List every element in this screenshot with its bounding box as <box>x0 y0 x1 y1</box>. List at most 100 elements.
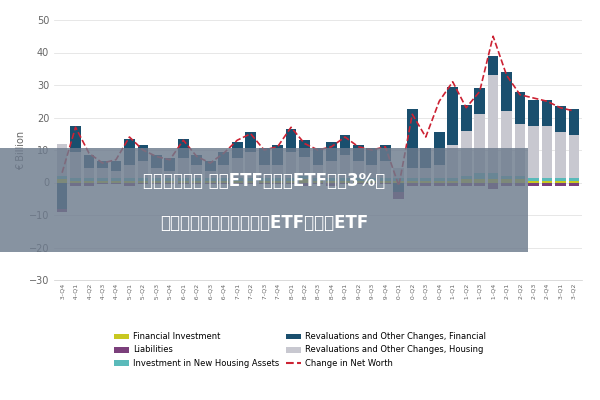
Bar <box>367 165 377 178</box>
Bar <box>326 142 337 161</box>
Bar <box>569 181 580 182</box>
Bar <box>245 178 256 181</box>
Bar <box>286 182 296 184</box>
Bar <box>245 132 256 152</box>
Bar <box>313 148 323 165</box>
Bar <box>286 152 296 178</box>
Bar <box>407 109 418 168</box>
Bar <box>232 158 242 178</box>
Bar <box>340 182 350 184</box>
Bar <box>501 176 512 179</box>
Bar <box>434 182 445 186</box>
Bar <box>313 182 323 184</box>
Bar <box>110 171 121 178</box>
Bar <box>501 179 512 182</box>
Bar <box>259 182 269 184</box>
Bar <box>501 111 512 176</box>
Bar <box>299 176 310 179</box>
Bar <box>178 178 188 181</box>
Bar <box>488 75 499 173</box>
Bar <box>164 171 175 178</box>
Bar <box>137 181 148 182</box>
Bar <box>353 178 364 181</box>
Bar <box>542 182 553 186</box>
Text: 崇左股票配资 游戏ETF、游戏ETF涨超3%，: 崇左股票配资 游戏ETF、游戏ETF涨超3%， <box>143 172 385 190</box>
Bar <box>501 72 512 111</box>
Bar <box>151 181 162 182</box>
Bar <box>448 181 458 182</box>
Bar <box>515 179 526 182</box>
Bar <box>434 132 445 165</box>
Bar <box>178 139 188 158</box>
Bar <box>407 182 418 186</box>
Bar <box>56 182 67 208</box>
Bar <box>205 171 215 178</box>
Bar <box>555 182 566 186</box>
Bar <box>205 182 215 184</box>
Bar <box>137 182 148 184</box>
Bar <box>474 173 485 179</box>
Bar <box>542 181 553 182</box>
Bar <box>286 129 296 152</box>
Bar <box>367 182 377 184</box>
Bar <box>124 139 135 165</box>
Bar <box>555 106 566 132</box>
Bar <box>367 148 377 165</box>
Bar <box>474 88 485 114</box>
Bar <box>97 181 108 182</box>
Bar <box>83 168 94 178</box>
Bar <box>232 181 242 182</box>
Bar <box>245 182 256 184</box>
Bar <box>528 178 539 181</box>
Bar <box>326 181 337 182</box>
Bar <box>501 182 512 186</box>
Bar <box>70 152 81 178</box>
Bar <box>394 182 404 192</box>
Bar <box>380 161 391 178</box>
Bar <box>110 182 121 184</box>
Bar <box>340 181 350 182</box>
Bar <box>542 178 553 181</box>
Bar <box>164 181 175 182</box>
Bar <box>488 173 499 179</box>
Bar <box>555 132 566 178</box>
Bar <box>218 182 229 184</box>
Bar <box>528 181 539 182</box>
Bar <box>151 168 162 178</box>
Bar <box>569 135 580 178</box>
Bar <box>421 182 431 186</box>
Bar <box>191 155 202 165</box>
Bar <box>461 179 472 182</box>
Bar <box>299 182 310 186</box>
Bar <box>299 179 310 182</box>
Bar <box>569 109 580 135</box>
Bar <box>448 178 458 181</box>
Bar <box>83 181 94 182</box>
Bar <box>272 182 283 184</box>
Bar <box>151 155 162 168</box>
Bar <box>164 158 175 171</box>
Bar <box>488 56 499 75</box>
Bar <box>151 182 162 184</box>
Bar <box>353 161 364 178</box>
Bar <box>434 178 445 181</box>
Bar <box>124 178 135 181</box>
Bar <box>178 181 188 182</box>
Bar <box>380 182 391 184</box>
Bar <box>272 145 283 165</box>
Bar <box>515 92 526 124</box>
Bar <box>326 161 337 178</box>
Bar <box>448 145 458 178</box>
Text: 年内资金逆势净流入游戏ETF、传媒ETF: 年内资金逆势净流入游戏ETF、传媒ETF <box>160 214 368 232</box>
Bar <box>70 182 81 186</box>
Bar <box>515 182 526 186</box>
Bar <box>259 148 269 165</box>
Bar <box>218 181 229 182</box>
Bar <box>434 165 445 178</box>
Bar <box>461 182 472 186</box>
Bar <box>299 156 310 176</box>
Bar <box>528 126 539 178</box>
Legend: Financial Investment, Liabilities, Investment in New Housing Assets, Revaluation: Financial Investment, Liabilities, Inves… <box>110 329 490 371</box>
Bar <box>299 140 310 156</box>
Bar <box>488 182 499 189</box>
